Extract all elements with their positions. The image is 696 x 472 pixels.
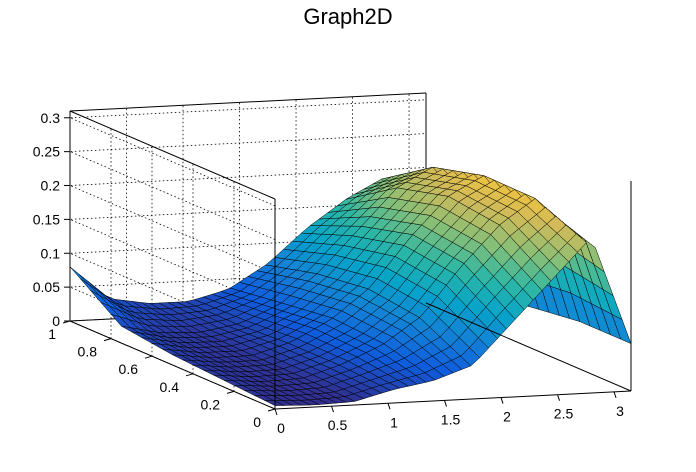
x-tick-label: 1.5 — [441, 411, 461, 427]
chart-title: Graph2D — [303, 4, 393, 29]
x-tick-label: 2 — [503, 409, 511, 425]
y-tick-label: 0.8 — [78, 344, 98, 360]
z-tick-label: 0.2 — [41, 178, 61, 194]
y-tick-mark — [267, 408, 276, 412]
z-tick-label: 0.15 — [33, 211, 60, 227]
y-tick-label: 0.4 — [160, 379, 180, 395]
z-grid-line — [69, 167, 427, 274]
x-tick-label: 2.5 — [554, 406, 574, 422]
x-tick-mark — [444, 400, 447, 407]
box-edge — [425, 302, 632, 392]
x-tick-mark — [557, 394, 561, 401]
x-tick-mark — [387, 403, 391, 410]
y-tick-label: 1 — [48, 326, 56, 342]
x-tick-mark — [500, 397, 504, 404]
y-tick-mark — [144, 355, 153, 359]
y-tick-label: 0 — [253, 414, 261, 430]
box-edge — [69, 92, 427, 112]
z-grid-line — [69, 133, 427, 240]
x-tick-label: 0.5 — [328, 417, 348, 433]
z-tick-label: 0.05 — [33, 279, 60, 295]
y-tick-mark — [226, 390, 235, 394]
x-tick-mark — [274, 408, 278, 416]
surface-cell — [611, 313, 632, 345]
y-tick-label: 0.2 — [201, 396, 221, 412]
box-edge — [274, 390, 632, 410]
z-tick-label: 0 — [52, 313, 60, 329]
x-tick-label: 3 — [616, 403, 624, 419]
z-grid-line — [69, 201, 427, 308]
y-tick-mark — [103, 338, 112, 342]
x-tick-label: 0 — [277, 420, 285, 436]
z-tick-label: 0.3 — [41, 110, 61, 126]
z-grid-line — [69, 99, 427, 207]
x-tick-mark — [331, 405, 334, 413]
box-edge — [69, 110, 276, 200]
x-tick-mark — [613, 391, 617, 399]
z-tick-label: 0.25 — [33, 144, 60, 160]
x-tick-label: 1 — [390, 414, 398, 430]
y-tick-mark — [185, 373, 194, 377]
y-tick-label: 0.6 — [119, 361, 139, 377]
z-tick-label: 0.1 — [41, 245, 61, 261]
box-edge — [69, 320, 276, 410]
